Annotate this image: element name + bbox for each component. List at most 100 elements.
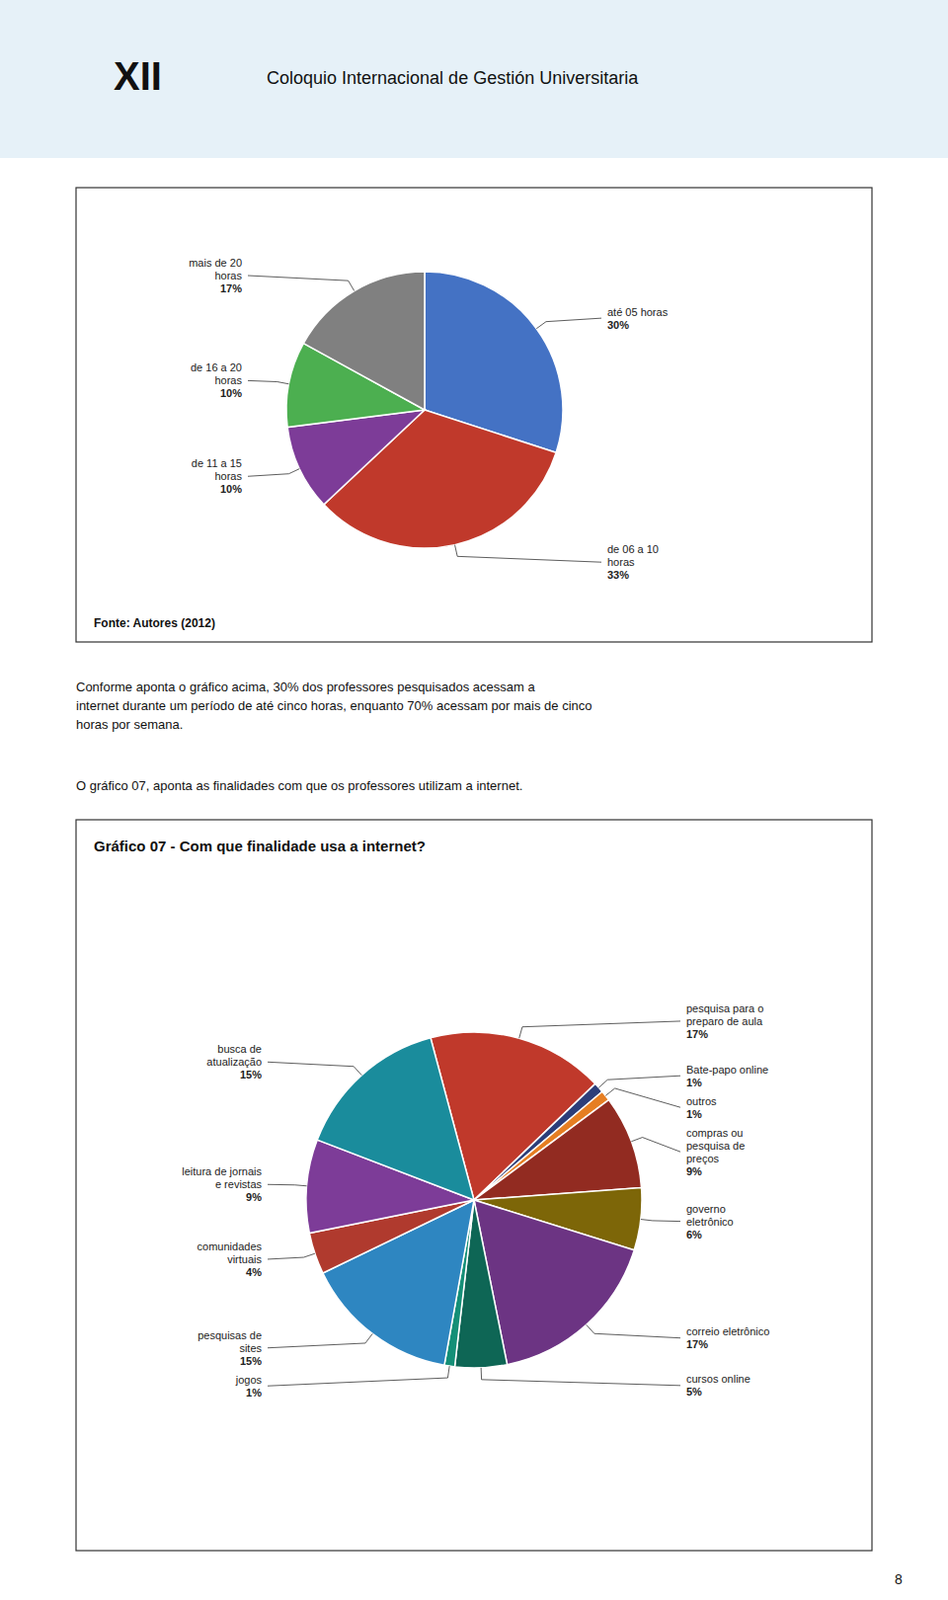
text-line: internet durante um período de até cinco… — [76, 698, 592, 713]
data-label: 15% — [239, 1068, 262, 1081]
pie: pesquisa para opreparo de aula17%Bate-pa… — [181, 1002, 770, 1399]
text-line: cursos online — [686, 1372, 751, 1385]
data-label: 17% — [220, 282, 242, 295]
text-line: sites — [238, 1342, 262, 1354]
text-line: compras ou — [686, 1126, 743, 1139]
pie-slice — [316, 1037, 474, 1200]
text-line: Fonte: Autores (2012) — [93, 616, 216, 631]
slice-label: busca deatualização — [206, 1042, 262, 1068]
text-line: atualização — [206, 1055, 262, 1068]
data-label: 5% — [686, 1385, 703, 1398]
text-line: busca de — [217, 1042, 262, 1055]
text-line: de 06 a 10 — [607, 543, 659, 555]
text-line: até 05 horas — [607, 306, 669, 318]
text-line: leitura de jornais — [181, 1165, 262, 1178]
text-line: correio eletrônico — [686, 1325, 770, 1338]
data-label: 6% — [686, 1228, 703, 1241]
slice-label: pesquisas desites — [197, 1329, 262, 1354]
data-label: 17% — [686, 1027, 709, 1040]
text-line: eletrônico — [686, 1215, 734, 1228]
text-line: horas — [214, 269, 242, 282]
leader-line — [267, 1365, 450, 1386]
pie: até 05 horas30%de 06 a 10horas33%de 11 a… — [188, 256, 668, 581]
text-line: O gráfico 07, aponta as finalidades com … — [76, 778, 523, 793]
text-line: pesquisa para o — [686, 1002, 764, 1015]
header-title: Coloquio Internacional de Gestión Univer… — [266, 68, 639, 88]
text-line: e revistas — [215, 1178, 263, 1190]
section-intro: O gráfico 07, aponta as finalidades com … — [76, 778, 523, 793]
slice-label: leitura de jornaise revistas — [181, 1165, 262, 1190]
slice-label: de 11 a 15horas — [191, 457, 243, 482]
slice-label: mais de 20horas — [188, 256, 242, 282]
description: Conforme aponta o gráfico acima, 30% dos… — [76, 679, 592, 732]
pie-slice — [474, 1100, 642, 1200]
leader-line — [598, 1075, 681, 1088]
leader-line — [536, 317, 602, 329]
header-number: XII — [113, 54, 162, 98]
slice-label: cursos online — [686, 1372, 751, 1385]
page-number: 8 — [894, 1571, 903, 1587]
header-band — [0, 0, 948, 158]
slice-label: Bate-papo online — [686, 1063, 769, 1076]
text-line: preparo de aula — [686, 1015, 764, 1027]
text-line: pesquisa de — [686, 1139, 745, 1152]
leader-line — [267, 1184, 308, 1186]
pie-slice — [303, 271, 425, 410]
data-label: 17% — [686, 1338, 709, 1350]
slice-label: compras oupesquisa depreços — [686, 1126, 745, 1165]
data-label: 1% — [686, 1107, 703, 1120]
frame — [76, 819, 872, 1551]
slice-label: até 05 horas — [607, 306, 669, 318]
data-label: 9% — [245, 1190, 262, 1203]
text-line: horas — [607, 555, 635, 568]
leader-line — [605, 1088, 681, 1107]
leader-line — [267, 1333, 373, 1347]
slice-label: jogos — [235, 1373, 263, 1386]
data-label: 15% — [239, 1354, 262, 1367]
text-line: governo — [686, 1202, 726, 1215]
data-label: 1% — [686, 1076, 703, 1089]
text-line: outros — [686, 1095, 717, 1107]
slice-label: comunidadesvirtuais — [197, 1240, 263, 1265]
slice-label: correio eletrônico — [686, 1325, 770, 1338]
text-line: horas — [214, 374, 242, 387]
text-line: mais de 20 — [188, 256, 242, 269]
text-line: jogos — [235, 1373, 263, 1386]
leader-line — [267, 1061, 362, 1075]
text-line: comunidades — [197, 1240, 263, 1253]
data-label: 30% — [607, 318, 630, 331]
text-line: Bate-papo online — [686, 1063, 769, 1076]
text-line: horas — [214, 470, 242, 482]
slice-label: governoeletrônico — [686, 1202, 734, 1228]
data-label: 9% — [686, 1165, 703, 1178]
text-line: Conforme aponta o gráfico acima, 30% dos… — [76, 679, 536, 695]
data-label: 10% — [220, 387, 242, 399]
leader-line — [519, 1021, 681, 1038]
text-line: horas por semana. — [76, 716, 183, 732]
text-line: Coloquio Internacional de Gestión Univer… — [266, 68, 639, 88]
text-line: preços — [686, 1152, 720, 1165]
leader-line — [267, 1253, 316, 1260]
data-label: 4% — [245, 1265, 262, 1278]
text-line: de 11 a 15 — [191, 457, 242, 470]
leader-line — [247, 275, 355, 291]
slice-label: pesquisa para opreparo de aula — [686, 1002, 764, 1027]
page: até 05 horas30%de 06 a 10horas33%de 11 a… — [0, 0, 948, 1600]
leader-line — [247, 380, 289, 384]
frame — [76, 187, 872, 642]
data-label: 1% — [245, 1386, 262, 1399]
data-label: 10% — [220, 482, 242, 495]
slice-label: outros — [686, 1095, 717, 1107]
leader-line — [586, 1324, 681, 1338]
text-line: pesquisas de — [197, 1329, 262, 1342]
leader-line — [455, 545, 602, 563]
leader-line — [247, 469, 300, 477]
text-line: XII — [113, 54, 162, 98]
text-line: 8 — [894, 1571, 903, 1587]
slice-label: de 16 a 20horas — [190, 361, 242, 387]
leader-line — [631, 1137, 681, 1153]
chart-title: Gráfico 07 - Com que finalidade usa a in… — [93, 837, 426, 855]
text-line: virtuais — [227, 1253, 262, 1265]
source-note: Fonte: Autores (2012) — [93, 616, 216, 631]
leader-line — [480, 1367, 681, 1386]
